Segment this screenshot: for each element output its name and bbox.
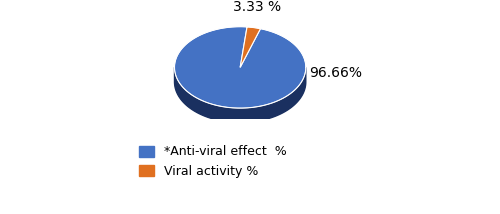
Polygon shape	[240, 27, 260, 67]
Text: 96.66%: 96.66%	[309, 66, 362, 80]
Text: 3.33 %: 3.33 %	[233, 0, 281, 14]
Polygon shape	[174, 27, 306, 108]
Polygon shape	[174, 68, 306, 123]
Polygon shape	[174, 67, 306, 123]
Legend: *Anti-viral effect  %, Viral activity %: *Anti-viral effect %, Viral activity %	[140, 146, 287, 178]
